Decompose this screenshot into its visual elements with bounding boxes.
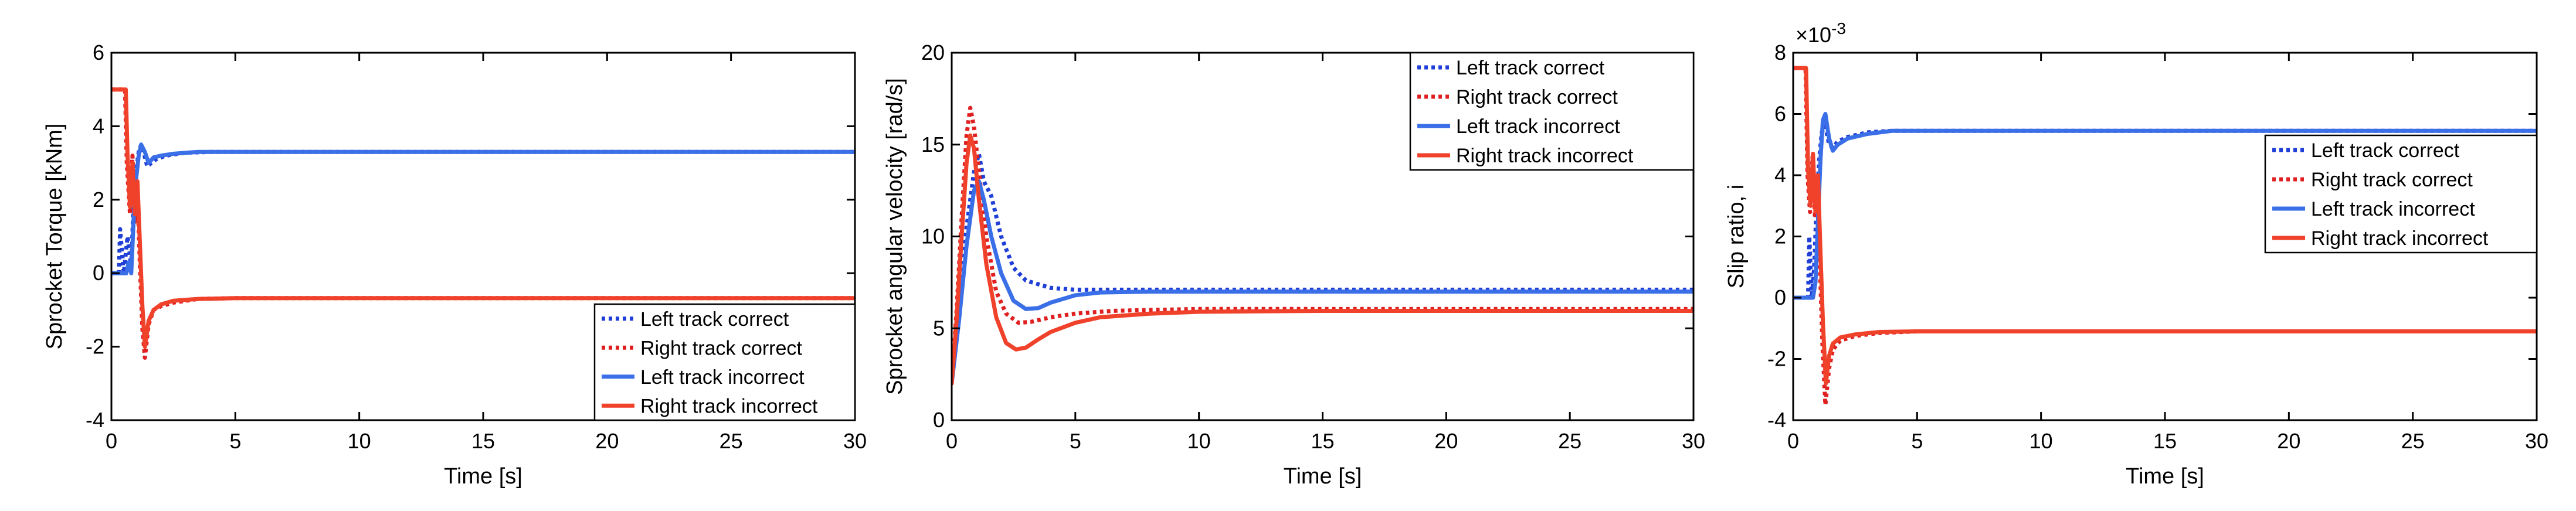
x-tick-label: 30 (1682, 429, 1705, 453)
series-line-right-track-correct (952, 105, 1693, 384)
legend: Left track correct Right track correct Lef… (2264, 134, 2538, 254)
x-tick-label: 20 (1434, 429, 1458, 453)
y-tick-label: 20 (921, 40, 945, 64)
y-axis-label: Slip ratio, i (1724, 185, 1749, 288)
series-line-left-track-correct (111, 142, 855, 275)
y-tick-label: 5 (933, 316, 945, 340)
legend-box (1409, 52, 1695, 171)
y-axis-label: Sprocket Torque [kNm] (42, 124, 67, 350)
legend-label: Right track correct (1456, 86, 1618, 108)
y-tick-label: 10 (921, 224, 945, 248)
x-axis-label: Time [s] (1284, 464, 1362, 489)
x-tick-label: 0 (946, 429, 958, 453)
y-exponent-label: ×10-3 (1796, 19, 1846, 47)
y-axis-label: Sprocket angular velocity [rad/s] (883, 78, 907, 395)
x-tick-label: 5 (229, 429, 241, 453)
x-tick-label: 25 (719, 429, 743, 453)
x-tick-label: 25 (2401, 429, 2425, 453)
y-tick-label: 2 (1774, 224, 1786, 248)
series-line-right-track-incorrect (952, 133, 1693, 386)
series-group (952, 105, 1693, 386)
series-line-left-track-correct (952, 151, 1693, 384)
x-tick-label: 20 (2277, 429, 2300, 453)
series-line-left-track-incorrect (952, 179, 1693, 386)
y-tick-label: 0 (933, 408, 945, 432)
legend-box (2264, 134, 2538, 254)
x-tick-label: 5 (1911, 429, 1923, 453)
y-tick-label: -2 (86, 335, 104, 359)
y-tick-label: 15 (921, 132, 945, 156)
torque-chart: 0 5 10 15 20 25 30 -4 -2 0 2 4 6 Time [s] Sprocket Tor… (42, 40, 867, 489)
x-tick-label: 0 (1787, 429, 1799, 453)
x-tick-label: 5 (1070, 429, 1081, 453)
x-tick-label: 15 (1311, 429, 1334, 453)
y-tick-label: -2 (1767, 347, 1786, 371)
x-axis-label: Time [s] (444, 464, 522, 489)
x-tick-label: 25 (1558, 429, 1581, 453)
legend-label: Left track correct (1456, 57, 1605, 79)
legend-label: Left track incorrect (2311, 198, 2475, 220)
series-line-left-track-incorrect (1793, 112, 2537, 300)
y-tick-label: -4 (86, 408, 104, 432)
legend-label: Right track correct (2311, 169, 2473, 191)
series-line-left-track-incorrect (111, 142, 855, 275)
y-tick-label: 0 (1774, 285, 1786, 309)
legend: Left track correct Right track correct Lef… (593, 303, 856, 421)
legend-label: Left track correct (2311, 139, 2460, 162)
angular-velocity-chart: 0 5 10 15 20 25 30 0 5 10 15 20 Time [s] Sprocket ang… (883, 40, 1705, 489)
y-tick-label: 6 (1774, 102, 1786, 126)
x-tick-label: 15 (471, 429, 495, 453)
x-tick-label: 15 (2153, 429, 2177, 453)
y-tick-label: 4 (93, 114, 104, 138)
y-tick-label: -4 (1767, 408, 1786, 432)
x-tick-label: 0 (106, 429, 117, 453)
series-line-right-track-incorrect (1793, 66, 2537, 386)
legend: Left track correct Right track correct Lef… (1409, 52, 1695, 171)
y-tick-label: 0 (93, 261, 104, 285)
x-tick-label: 30 (843, 429, 867, 453)
x-tick-label: 10 (2029, 429, 2053, 453)
x-tick-label: 10 (348, 429, 371, 453)
legend-label: Right track incorrect (1456, 145, 1634, 167)
series-group (111, 87, 855, 360)
legend-label: Left track correct (640, 308, 789, 331)
legend-label: Right track incorrect (640, 395, 818, 417)
series-line-right-track-incorrect (111, 87, 855, 349)
legend-box (593, 303, 856, 421)
legend-label: Right track correct (640, 337, 802, 359)
y-tick-label: 4 (1774, 163, 1786, 187)
x-tick-label: 20 (595, 429, 619, 453)
series-group (1793, 66, 2537, 407)
y-tick-label: 6 (93, 40, 104, 64)
x-tick-label: 10 (1187, 429, 1211, 453)
x-axis-label: Time [s] (2126, 464, 2204, 489)
x-tick-label: 30 (2525, 429, 2548, 453)
legend-label: Left track incorrect (1456, 115, 1620, 138)
legend-label: Right track incorrect (2311, 227, 2489, 250)
slip-ratio-chart: 0 5 10 15 20 25 30 -4 -2 0 2 4 6 8 Time [s] Slip ratio,… (1724, 19, 2548, 489)
y-tick-label: 2 (93, 188, 104, 212)
y-tick-label: 8 (1774, 40, 1786, 64)
legend-label: Left track incorrect (640, 366, 805, 389)
